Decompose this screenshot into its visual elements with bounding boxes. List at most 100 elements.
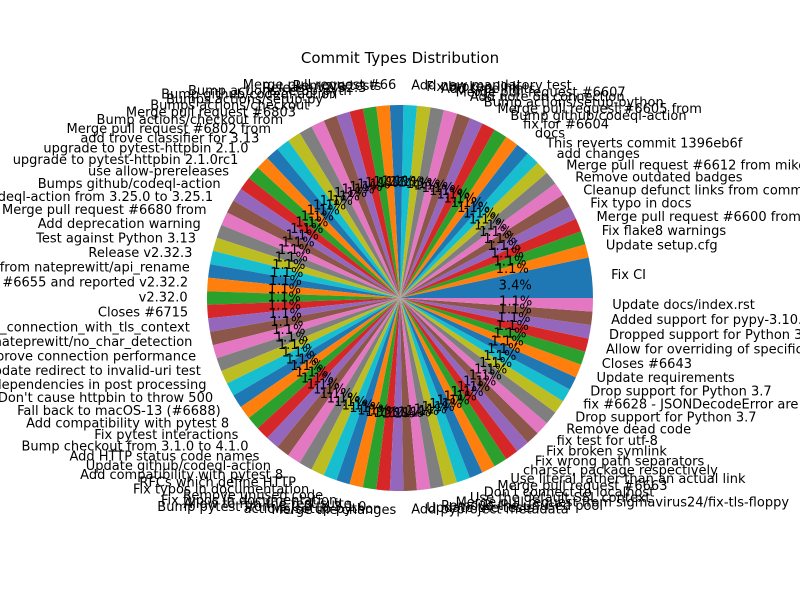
pie-slice (400, 298, 528, 452)
slice-label: Merge the changes (272, 503, 397, 518)
slice-label: Remove unused code (183, 488, 323, 503)
pie-slices (207, 105, 593, 491)
percent-label: 1.1% (290, 359, 323, 374)
slice-label: Merge pull request #6802 from (67, 122, 271, 137)
percent-label: 1.1% (499, 295, 532, 310)
slice-label: Merge pull request #6612 from mikelei829… (566, 159, 800, 174)
slice-label: Merge pull request #6803 (126, 105, 296, 120)
percent-label: 1.1% (390, 175, 423, 190)
percent-label: 1.1% (307, 204, 340, 219)
slice-label: Add connection to get_connection_with_tl… (0, 320, 190, 335)
slice-label: Bump github/codeql-action (510, 109, 686, 124)
percent-label: 1.1% (487, 342, 520, 357)
slice-label: Fix pytest interactions (94, 428, 238, 443)
pie-slice (400, 298, 576, 390)
percent-label: 3.4% (499, 278, 532, 293)
slice-label: Bump pytest from 3.0.0 to 3.1.0 (157, 500, 366, 515)
percent-label: 1.1% (373, 406, 406, 421)
percent-label: 1.1% (493, 254, 526, 269)
pie-slice (336, 298, 400, 485)
slice-label: Release v2.32.3 (88, 246, 192, 261)
slice-label: Fix wrong path separators (535, 455, 705, 470)
percent-label: 1.1% (381, 175, 414, 190)
percent-label: 1.1% (365, 176, 398, 191)
slice-label: Bump actions/setup-pyth (188, 84, 352, 99)
percent-label: 1.1% (282, 345, 315, 360)
percent-label: 1.1% (357, 403, 390, 418)
percent-label: 1.1% (365, 405, 398, 420)
percent-label: 1.1% (422, 400, 455, 415)
slice-label: Add HTTP status code names (69, 450, 259, 465)
percent-label: 1.1% (349, 401, 382, 416)
pie-slice (208, 298, 400, 332)
pie-slice (400, 298, 418, 491)
percent-label: 1.1% (474, 363, 507, 378)
percent-label: 1.1% (474, 219, 507, 234)
slice-label: Merge pull request #6663 (497, 479, 667, 494)
slice-label: Bumps actions/checkout (150, 99, 309, 114)
pie-slice (208, 264, 400, 298)
slice-label: Update setup.cfg (606, 239, 718, 254)
slice-label: Add type hints (441, 82, 536, 97)
percent-label: 1.1% (496, 262, 529, 277)
percent-label: 1.1% (270, 266, 303, 281)
slice-label: Added support for pypy-3.10. (611, 313, 800, 328)
slice-label: v2.32.0 (139, 291, 188, 306)
pie-slice (400, 298, 592, 339)
percent-label: 1.1% (479, 356, 512, 371)
slice-label: Update github/codeql-action (86, 459, 271, 474)
percent-label: 1.1% (429, 184, 462, 199)
percent-label: 1.1% (414, 179, 447, 194)
pie-slice (349, 298, 400, 488)
percent-label: 1.1% (414, 402, 447, 417)
pie-slice (212, 237, 400, 298)
pie-slice (400, 118, 483, 298)
slice-label: Don't connect to localhost (484, 486, 655, 501)
pie-slice (257, 157, 400, 298)
percent-label: 1.1% (469, 212, 502, 227)
slice-label: Merge pull request #6667 from nateprewit… (0, 335, 192, 350)
pie-slice (389, 298, 404, 491)
slice-label: fix test for utf-8 (557, 434, 658, 449)
pie-slice (212, 298, 400, 359)
slice-label: use allow-prereleases (88, 165, 229, 180)
percent-label: 1.1% (444, 389, 477, 404)
slice-label: Add compatibility with pytest 8 (80, 468, 283, 483)
percent-label: 1.1% (320, 387, 353, 402)
slice-label: Merge pull request from sigmavirus24/fix… (456, 495, 790, 510)
pie-slice (323, 115, 400, 298)
percent-label: 1.1% (483, 232, 516, 247)
slice-label: Merge pull request #6607 (456, 86, 626, 101)
pie-slice (400, 298, 593, 312)
pie-slice (400, 123, 495, 298)
pie-slice (400, 298, 582, 378)
pie-slice (400, 298, 564, 413)
slice-label: Drop support for Python 3.7 (575, 410, 756, 425)
percent-label: 1.1% (334, 395, 367, 410)
pie-slice (248, 298, 400, 429)
percent-label: 1.1% (327, 392, 360, 407)
slice-label: Fix typos in documentation (161, 493, 337, 508)
percent-label: 1.1% (272, 323, 305, 338)
slice-label: add changes (557, 147, 640, 162)
pie-slice (400, 298, 538, 443)
slice-label: Fix typos in documentation (133, 483, 309, 498)
percent-label: 1.1% (429, 397, 462, 412)
pie-slice (400, 129, 507, 298)
slice-label: Add new mandatory test (411, 79, 572, 94)
slice-label: Mark v2.32.0 as broken in #6655 and repo… (0, 276, 188, 291)
slice-label: Bump actions/setup-python (484, 96, 664, 111)
percent-label: 1.1% (406, 177, 439, 192)
pie-slice (376, 298, 400, 491)
percent-label: 1.1% (268, 282, 301, 297)
slice-label: upgrade to pytest-httpbin 2.1.0rc1 (13, 153, 239, 168)
slice-label: docs (535, 127, 565, 142)
slice-label: Allow for overriding of specific pool ke… (606, 342, 800, 357)
percent-label: 1.1% (381, 406, 414, 421)
slice-label: Dropped support for Python 3.7 (609, 328, 800, 343)
pie-slice (248, 167, 400, 298)
pie-slice (389, 105, 404, 299)
pie-slice (400, 105, 431, 298)
percent-label: 1.1% (320, 194, 353, 209)
